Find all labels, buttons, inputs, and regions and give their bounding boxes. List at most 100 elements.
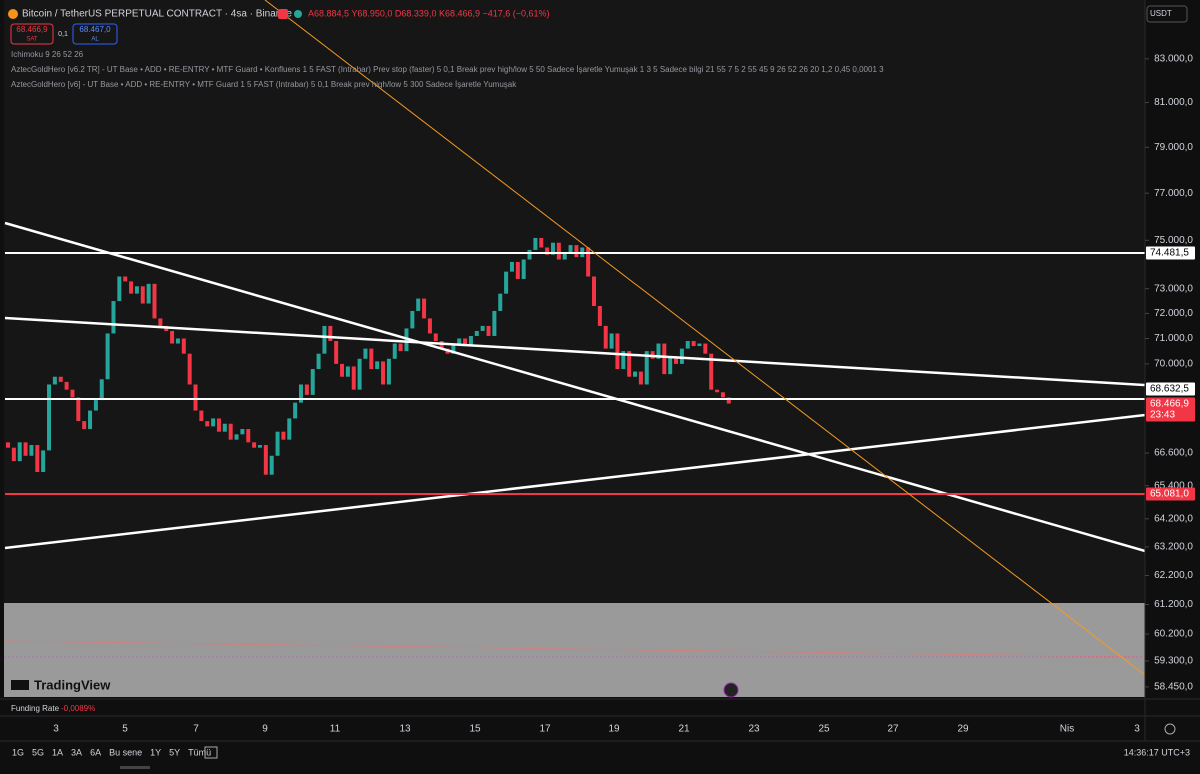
settings-icon[interactable] xyxy=(1164,723,1176,735)
candle-body xyxy=(603,325,608,349)
y-tick-label: 72.000,0 xyxy=(1154,308,1193,319)
candle-body xyxy=(427,318,432,334)
candle-body xyxy=(644,351,649,385)
y-tick-label: 71.000,0 xyxy=(1154,333,1193,344)
candle-body xyxy=(70,389,75,398)
sell-button[interactable] xyxy=(10,23,54,45)
candle-body xyxy=(334,341,339,364)
price-tag xyxy=(1146,246,1195,260)
x-tick-label: Nis xyxy=(1060,724,1074,735)
indicator[interactable]: AztecGoldHero [v6.2 TR] - UT Base • ADD … xyxy=(11,65,884,74)
candle-body xyxy=(504,271,509,294)
candle-body xyxy=(11,447,16,462)
candle-body xyxy=(228,423,233,440)
range-button[interactable]: 5G xyxy=(32,747,44,757)
candle-body xyxy=(193,384,198,411)
funding-value: -0,0089% xyxy=(61,704,95,713)
candle-body xyxy=(199,410,204,422)
candle-body xyxy=(64,381,69,390)
candle-body xyxy=(146,283,151,304)
x-tick-label: 23 xyxy=(748,724,760,735)
scrollbar xyxy=(120,766,150,769)
price-tag xyxy=(1146,397,1195,422)
range-button[interactable]: Bu sene xyxy=(109,747,142,757)
buy-price: 68.467,0 xyxy=(79,25,111,34)
y-tick-label: 79.000,0 xyxy=(1154,142,1193,153)
candle-body xyxy=(263,445,268,475)
candle-body xyxy=(674,356,679,364)
candle-body xyxy=(433,333,438,342)
candle-body xyxy=(123,276,128,282)
funding-label: Funding Rate xyxy=(11,704,60,713)
range-button[interactable]: 1A xyxy=(52,747,63,757)
candle-body xyxy=(293,402,298,419)
candle-body xyxy=(369,348,374,370)
ohlc: A68.884,5 Y68.950,0 D68.339,0 K68.466,9 … xyxy=(308,8,550,18)
y-tick-label: 66.600,0 xyxy=(1154,448,1193,459)
range-button[interactable]: 6A xyxy=(90,747,101,757)
candle-body xyxy=(152,283,157,319)
countdown: 23:43 xyxy=(1150,410,1175,421)
indicator[interactable]: AztecGoldHero [v6] - UT Base • ADD • RE-… xyxy=(11,80,517,89)
x-tick-label: 3 xyxy=(1134,724,1140,735)
candle-body xyxy=(158,318,163,326)
symbol: Bitcoin / TetherUS PERPETUAL CONTRACT · … xyxy=(22,9,292,20)
x-tick-label: 7 xyxy=(193,724,199,735)
candle-body xyxy=(299,384,303,403)
candle-body xyxy=(181,338,186,354)
candle-body xyxy=(47,384,52,451)
candle-body xyxy=(175,338,180,344)
candles xyxy=(6,237,731,475)
candle-body xyxy=(234,434,239,440)
candle-body xyxy=(410,310,415,329)
faint-line xyxy=(3,640,1146,658)
currency-select[interactable] xyxy=(1146,5,1188,23)
candle-body xyxy=(597,305,602,326)
logo-mark xyxy=(11,680,29,690)
buy-button[interactable] xyxy=(72,23,118,45)
candle-body xyxy=(486,325,491,336)
date-icon[interactable] xyxy=(204,746,218,759)
event-icon[interactable] xyxy=(723,682,739,698)
volume-area xyxy=(4,603,1145,697)
range-button[interactable]: 3A xyxy=(71,747,82,757)
candle-body xyxy=(550,242,555,255)
y-tick-label: 59.300,0 xyxy=(1154,656,1193,667)
candle-body xyxy=(246,429,251,443)
candle-body xyxy=(697,343,702,347)
flag[interactable] xyxy=(278,9,288,19)
candle-body xyxy=(474,330,479,336)
range-button[interactable]: 1G xyxy=(12,747,24,757)
candle-body xyxy=(621,351,626,370)
x-tick-label: 11 xyxy=(330,724,341,735)
y-tick-label: 60.200,0 xyxy=(1154,629,1193,640)
candle-body xyxy=(627,351,632,377)
chart-pane xyxy=(4,0,1145,697)
x-tick-label: 19 xyxy=(608,724,620,735)
range-button[interactable]: Tümü xyxy=(188,747,211,757)
y-tick-label: 75.000,0 xyxy=(1154,235,1193,246)
range-button[interactable]: 5Y xyxy=(169,747,180,757)
candle-body xyxy=(111,301,116,334)
range-button[interactable]: 1Y xyxy=(150,747,161,757)
candle-body xyxy=(99,379,104,401)
indicator[interactable]: Ichimoku 9 26 52 26 xyxy=(11,50,84,59)
candle-body xyxy=(351,366,356,390)
price-tag-label: 65.081,0 xyxy=(1150,489,1189,500)
candle-body xyxy=(638,371,643,385)
candle-body xyxy=(257,445,262,448)
trendline xyxy=(4,316,1146,387)
x-tick-label: 25 xyxy=(818,724,830,735)
candle-body xyxy=(88,410,93,430)
price-tag xyxy=(1146,487,1195,501)
x-tick-label: 5 xyxy=(122,724,128,735)
price-tag-label: 68.632,5 xyxy=(1150,384,1189,395)
orange-trendline xyxy=(264,0,1146,676)
candle-body xyxy=(58,376,63,382)
candle-body xyxy=(703,343,708,354)
candle-body xyxy=(82,421,87,430)
candle-body xyxy=(216,418,221,432)
candle-body xyxy=(463,338,468,347)
logo: TradingView xyxy=(34,677,111,692)
